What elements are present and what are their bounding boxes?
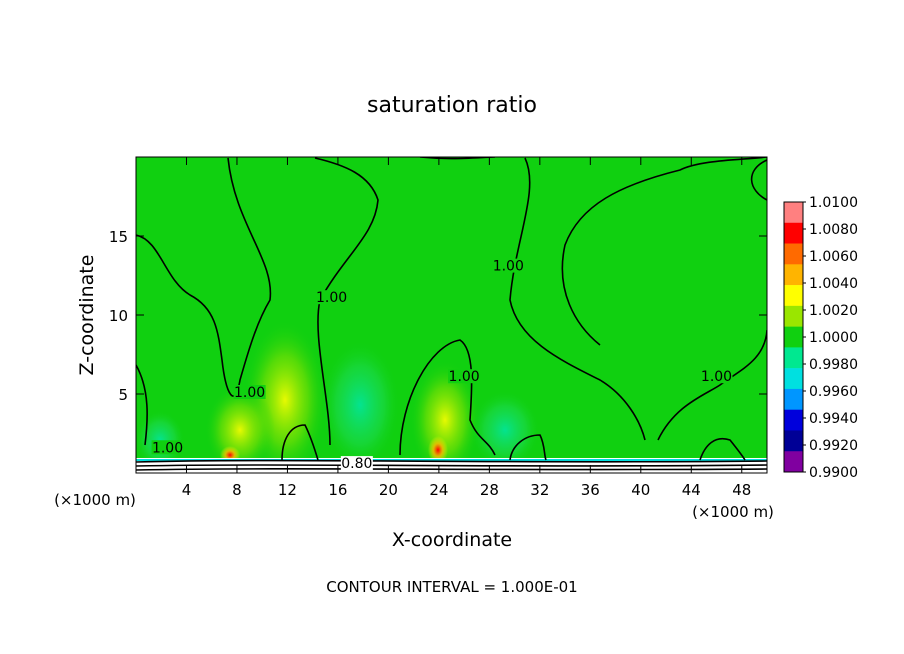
cool-plume <box>136 410 185 470</box>
contour-line <box>509 157 646 441</box>
contour-line <box>281 424 319 461</box>
contour-label: 0.80 <box>341 456 372 472</box>
colorbar-level-label: 1.0040 <box>809 276 858 292</box>
contour-label: 1.00 <box>701 369 732 385</box>
contour-label-bg <box>340 456 373 471</box>
colorbar-level-label: 0.9900 <box>809 465 858 481</box>
colorbar-swatch <box>784 388 803 410</box>
contour-label-bg <box>151 440 184 455</box>
colorbar-swatch <box>784 285 803 307</box>
contour-label: 1.00 <box>316 290 347 306</box>
contour-line <box>136 459 767 463</box>
warm-plume <box>410 360 480 473</box>
colorbar-swatch <box>784 326 803 348</box>
y-axis-label: Z-coordinate <box>76 255 98 376</box>
contour-label: 1.00 <box>493 259 524 275</box>
contour-line <box>657 329 767 441</box>
hot-spot <box>428 436 448 464</box>
colorbar-level-label: 0.9940 <box>809 411 858 427</box>
colorbar-swatch <box>784 243 803 265</box>
x-tick-label: 4 <box>182 481 192 499</box>
x-tick-label: 32 <box>530 481 549 499</box>
colorbar-level-label: 0.9960 <box>809 384 858 400</box>
contour-interval-note: CONTOUR INTERVAL = 1.000E-01 <box>326 578 577 596</box>
x-tick-label: 16 <box>328 481 347 499</box>
colorbar-swatch <box>784 222 803 244</box>
plot-area <box>136 157 767 473</box>
contour-label: 1.00 <box>234 385 265 401</box>
contour-line <box>314 157 379 446</box>
x-unit-left: (×1000 m) <box>54 491 136 509</box>
colorbar-swatch <box>784 305 803 327</box>
x-tick-label: 12 <box>278 481 297 499</box>
chart-title: saturation ratio <box>367 93 537 118</box>
colorbar-swatch <box>784 409 803 431</box>
contour-line <box>509 434 547 461</box>
cool-plume <box>320 340 400 470</box>
contour-line <box>750 159 767 201</box>
colorbar-level-label: 0.9920 <box>809 438 858 454</box>
colorbar-level-label: 1.0000 <box>809 330 858 346</box>
contour-label-bg <box>492 258 525 273</box>
x-tick-label: 48 <box>732 481 751 499</box>
colorbar: 1.0100 1.0080 1.0060 1.0040 1.0020 1.0000 0.99… <box>783 195 858 481</box>
x-tick-label: 24 <box>429 481 448 499</box>
colorbar-swatch <box>784 202 803 224</box>
colorbar-swatch <box>784 451 803 473</box>
x-tick-label: 28 <box>480 481 499 499</box>
contour-label-bg <box>315 290 348 305</box>
contour-label-bg <box>233 385 266 399</box>
x-axis-label: X-coordinate <box>392 529 512 551</box>
colorbar-level-label: 1.0020 <box>809 303 858 319</box>
colorbar-level-label: 1.0080 <box>809 222 858 238</box>
y-tick-label: 10 <box>109 307 128 325</box>
contour-lines <box>136 157 767 471</box>
contour-label: 1.00 <box>152 440 183 456</box>
contour-line <box>561 157 767 346</box>
colorbar-level-label: 0.9980 <box>809 357 858 373</box>
y-axis: 5 10 15 <box>109 228 767 404</box>
y-tick-label: 5 <box>118 386 128 404</box>
contour-label: 1.00 <box>449 369 480 385</box>
colorbar-swatch <box>784 368 803 390</box>
contour-line <box>136 364 148 446</box>
colorbar-level-label: 1.0100 <box>809 195 858 211</box>
contour-line <box>136 468 767 471</box>
colorbar-swatch <box>784 430 803 452</box>
colorbar-swatch <box>784 347 803 369</box>
x-tick-label: 40 <box>631 481 650 499</box>
contour-label-bg <box>700 369 733 384</box>
x-tick-label: 44 <box>682 481 701 499</box>
contour-line <box>699 438 746 461</box>
colorbar-level-label: 1.0060 <box>809 249 858 265</box>
cool-plume <box>470 390 540 470</box>
x-tick-label: 36 <box>581 481 600 499</box>
contour-line <box>399 339 496 456</box>
colorbar-swatch <box>784 264 803 286</box>
x-axis: 4 8 12 16 20 24 28 32 36 40 44 48 <box>182 157 751 499</box>
x-tick-label: 8 <box>232 481 242 499</box>
contour-line <box>136 464 767 467</box>
contour-label-bg <box>448 369 481 384</box>
x-unit-right: (×1000 m) <box>692 503 774 521</box>
y-tick-label: 15 <box>109 228 128 246</box>
x-tick-label: 20 <box>379 481 398 499</box>
contour-labels: 1.00 1.00 1.00 1.00 1.00 1.00 0.80 <box>151 258 733 472</box>
